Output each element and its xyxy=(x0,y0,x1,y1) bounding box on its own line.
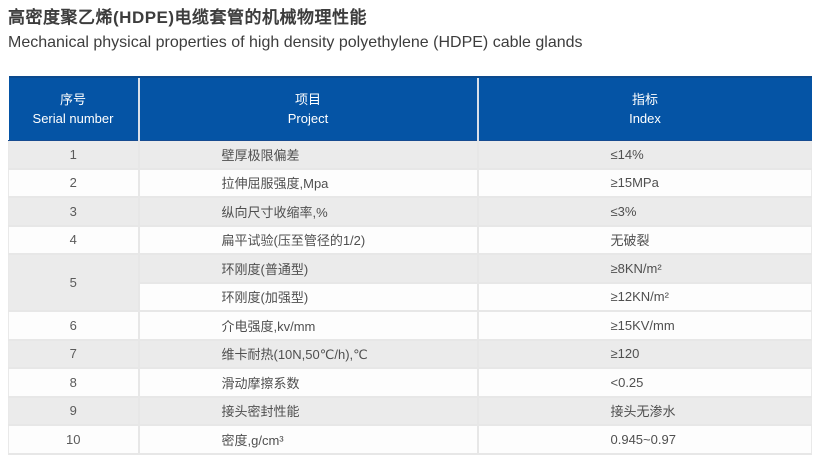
index-cell: ≥15MPa xyxy=(477,168,812,198)
serial-cell: 4 xyxy=(8,225,140,255)
header-serial-en: Serial number xyxy=(32,111,114,126)
index-cell: ≥120 xyxy=(477,339,812,369)
table-row: 1 壁厚极限偏差 ≤14% xyxy=(8,140,812,170)
index-cell: ≥12KN/m² xyxy=(477,282,812,312)
table-row: 9 接头密封性能 接头无渗水 xyxy=(8,396,812,426)
serial-cell: 5 xyxy=(8,254,140,312)
project-cell: 维卡耐热(10N,50℃/h),℃ xyxy=(138,339,479,369)
index-cell: 无破裂 xyxy=(477,225,812,255)
project-cell: 拉伸屈服强度,Mpa xyxy=(138,168,479,198)
serial-cell: 7 xyxy=(8,339,140,369)
table-row: 4 扁平试验(压至管径的1/2) 无破裂 xyxy=(8,225,812,255)
project-cell: 纵向尺寸收缩率,% xyxy=(138,197,479,227)
table-row: 6 介电强度,kv/mm ≥15KV/mm xyxy=(8,311,812,341)
project-cell: 介电强度,kv/mm xyxy=(138,311,479,341)
index-cell: 0.945~0.97 xyxy=(477,425,812,455)
index-cell: ≥15KV/mm xyxy=(477,311,812,341)
serial-cell: 3 xyxy=(8,197,140,227)
header-index: 指标 Index xyxy=(476,76,812,141)
title-block: 高密度聚乙烯(HDPE)电缆套管的机械物理性能 Mechanical physi… xyxy=(8,6,583,53)
project-cell: 滑动摩擦系数 xyxy=(138,368,479,398)
serial-cell: 8 xyxy=(8,368,140,398)
header-project-en: Project xyxy=(287,111,329,126)
header-project: 项目 Project xyxy=(137,76,478,141)
table-row: 8 滑动摩擦系数 <0.25 xyxy=(8,368,812,398)
table-row: 3 纵向尺寸收缩率,% ≤3% xyxy=(8,197,812,227)
header-index-en: Index xyxy=(629,111,661,126)
serial-cell: 10 xyxy=(8,425,140,455)
page-title-en: Mechanical physical properties of high d… xyxy=(8,34,583,51)
properties-table: 序号 Serial number 项目 Project 指标 Index 1 壁厚… xyxy=(8,76,812,455)
index-cell: ≥8KN/m² xyxy=(477,254,812,284)
project-cell: 扁平试验(压至管径的1/2) xyxy=(138,225,479,255)
serial-cell: 6 xyxy=(8,311,140,341)
table-row: 环刚度(加强型) ≥12KN/m² xyxy=(9,282,812,312)
index-cell: ≤14% xyxy=(477,140,812,170)
serial-cell: 9 xyxy=(8,396,140,426)
header-serial-zh: 序号 xyxy=(59,92,86,107)
project-cell: 环刚度(普通型) xyxy=(138,254,479,284)
serial-cell: 1 xyxy=(8,140,140,170)
table-row: 10 密度,g/cm³ 0.945~0.97 xyxy=(8,425,812,455)
table-row: 2 拉伸屈服强度,Mpa ≥15MPa xyxy=(8,168,812,198)
page-title-zh: 高密度聚乙烯(HDPE)电缆套管的机械物理性能 xyxy=(8,8,368,27)
index-cell: <0.25 xyxy=(477,368,812,398)
project-cell: 密度,g/cm³ xyxy=(138,425,479,455)
project-cell: 壁厚极限偏差 xyxy=(138,140,479,170)
serial-cell: 2 xyxy=(8,168,140,198)
index-cell: ≤3% xyxy=(477,197,812,227)
table-header-row: 序号 Serial number 项目 Project 指标 Index xyxy=(8,76,812,141)
header-serial: 序号 Serial number xyxy=(8,76,139,141)
project-cell: 接头密封性能 xyxy=(138,396,479,426)
header-project-zh: 项目 xyxy=(294,92,321,107)
project-cell: 环刚度(加强型) xyxy=(138,282,479,312)
table-row: 5 环刚度(普通型) ≥8KN/m² xyxy=(8,254,812,312)
table-body: 1 壁厚极限偏差 ≤14% 2 拉伸屈服强度,Mpa ≥15MPa 3 纵向尺寸收缩率,% ≤3… xyxy=(8,140,812,455)
index-cell: 接头无渗水 xyxy=(477,396,812,426)
header-index-zh: 指标 xyxy=(631,92,658,107)
table-row: 7 维卡耐热(10N,50℃/h),℃ ≥120 xyxy=(8,339,812,369)
